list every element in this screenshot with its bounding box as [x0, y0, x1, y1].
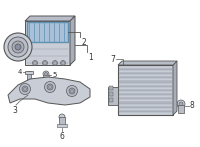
Bar	[27, 71, 31, 80]
Circle shape	[8, 37, 28, 57]
Polygon shape	[173, 61, 177, 115]
Text: 2: 2	[81, 38, 86, 47]
Text: 5: 5	[52, 72, 56, 78]
Text: 4: 4	[18, 69, 22, 75]
Bar	[27, 22, 68, 42]
Bar	[59, 117, 65, 125]
Bar	[57, 124, 67, 127]
Polygon shape	[25, 16, 75, 21]
Circle shape	[34, 62, 36, 64]
Polygon shape	[70, 16, 75, 65]
Circle shape	[49, 86, 51, 88]
Bar	[119, 72, 172, 74]
Circle shape	[43, 71, 49, 77]
Bar	[119, 80, 172, 83]
Bar	[118, 65, 173, 115]
Bar	[119, 106, 172, 108]
Circle shape	[52, 61, 58, 66]
Circle shape	[47, 84, 53, 90]
Bar	[109, 92, 113, 96]
Circle shape	[44, 62, 46, 64]
Circle shape	[179, 102, 183, 106]
Text: 3: 3	[13, 106, 17, 115]
Bar	[108, 87, 118, 105]
Bar	[119, 68, 172, 70]
Bar	[25, 21, 70, 65]
Circle shape	[20, 83, 30, 95]
Circle shape	[60, 61, 66, 66]
Bar	[43, 75, 49, 80]
Circle shape	[54, 62, 56, 64]
Bar	[109, 98, 113, 102]
Circle shape	[15, 44, 21, 50]
Text: 1: 1	[88, 53, 93, 62]
Polygon shape	[8, 77, 90, 105]
Bar	[119, 110, 172, 112]
Bar	[119, 101, 172, 104]
Bar	[119, 85, 172, 87]
Circle shape	[62, 62, 64, 64]
Circle shape	[32, 61, 38, 66]
Text: 7: 7	[110, 55, 115, 64]
Bar	[25, 71, 33, 74]
Circle shape	[24, 88, 26, 90]
Polygon shape	[118, 61, 177, 65]
Bar	[119, 76, 172, 78]
Bar	[178, 105, 184, 113]
Circle shape	[42, 61, 48, 66]
Bar	[119, 97, 172, 99]
Circle shape	[66, 86, 78, 96]
Circle shape	[4, 33, 32, 61]
Bar	[109, 86, 113, 90]
Circle shape	[22, 86, 28, 92]
Text: 6: 6	[60, 132, 64, 141]
Text: 8: 8	[190, 101, 195, 111]
Circle shape	[44, 81, 56, 92]
Bar	[119, 93, 172, 95]
Circle shape	[12, 41, 24, 53]
Circle shape	[69, 88, 75, 94]
Bar	[119, 89, 172, 91]
Circle shape	[177, 100, 185, 108]
Circle shape	[71, 90, 73, 92]
Circle shape	[59, 114, 65, 120]
Circle shape	[44, 72, 48, 76]
